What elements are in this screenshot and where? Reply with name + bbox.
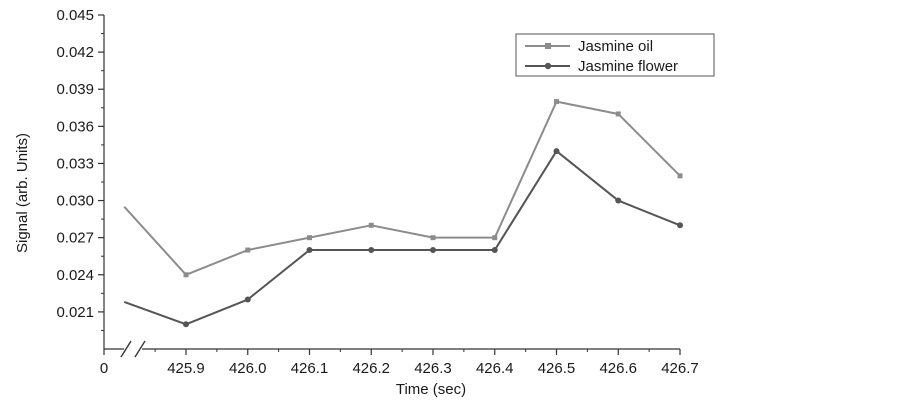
axes: 0.021 0.024 0.027 0.030 0.033 0.036 0.039 0.042… — [56, 7, 698, 377]
x-tick-label: 426.5 — [538, 360, 576, 377]
data-point — [430, 247, 436, 254]
legend-marker — [545, 43, 551, 49]
x-tick-label: 0 — [100, 360, 108, 377]
data-point — [368, 222, 374, 228]
series-layer — [123, 99, 683, 328]
y-axis-label: Signal (arb. Units) — [14, 133, 31, 253]
x-axis-label: Time (sec) — [396, 381, 466, 398]
data-point — [245, 247, 251, 253]
x-tick-label: 426.2 — [352, 360, 390, 377]
legend: Jasmine oil Jasmine flower — [515, 33, 715, 77]
x-tick-label: 426.7 — [661, 360, 699, 377]
data-point — [183, 321, 189, 328]
series-line — [123, 100, 681, 276]
data-point — [307, 235, 312, 241]
y-tick-label: 0.039 — [56, 81, 94, 98]
series-line — [123, 150, 681, 326]
x-tick-label: 425.9 — [167, 360, 205, 377]
y-tick-label: 0.042 — [56, 44, 94, 61]
data-point — [491, 247, 498, 254]
series-jasmine-flower — [123, 148, 683, 328]
axis-break-mark — [134, 340, 146, 358]
legend-label: Jasmine oil — [578, 38, 653, 55]
y-tick-label: 0.027 — [56, 230, 94, 247]
data-point — [677, 222, 683, 229]
data-point — [183, 272, 189, 278]
y-tick-label: 0.021 — [56, 304, 94, 321]
y-tick-label: 0.036 — [56, 118, 94, 135]
series-jasmine-oil — [123, 99, 683, 278]
data-point — [368, 247, 375, 254]
data-point — [615, 111, 621, 117]
legend-label: Jasmine flower — [578, 58, 678, 75]
data-point — [244, 296, 251, 303]
data-point — [677, 173, 683, 179]
x-tick-label: 426.4 — [476, 360, 514, 377]
data-point — [306, 247, 313, 254]
y-tick-label: 0.024 — [56, 267, 94, 284]
x-tick-label: 426.6 — [599, 360, 637, 377]
legend-marker — [544, 62, 552, 70]
x-tick-label: 426.3 — [414, 360, 452, 377]
y-tick-label: 0.045 — [56, 7, 94, 24]
data-point — [430, 235, 436, 241]
x-tick-label: 426.0 — [229, 360, 267, 377]
data-point — [615, 197, 622, 204]
data-point — [554, 99, 559, 105]
data-point — [553, 148, 560, 155]
y-tick-label: 0.030 — [56, 193, 94, 210]
y-tick-label: 0.033 — [56, 155, 94, 172]
x-tick-label: 426.1 — [291, 360, 329, 377]
axis-break-mark — [120, 340, 132, 358]
data-point — [492, 235, 498, 241]
